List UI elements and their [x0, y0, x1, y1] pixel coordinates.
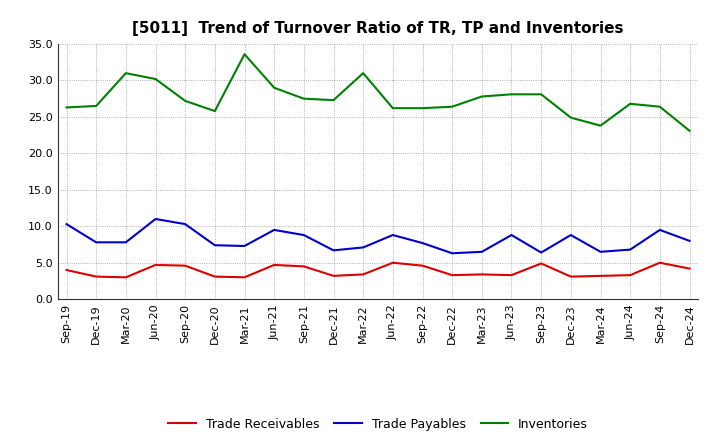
Trade Payables — [685, 238, 694, 243]
Trade Receivables — [181, 263, 189, 268]
Trade Payables — [596, 249, 605, 254]
Trade Payables — [62, 221, 71, 227]
Inventories — [62, 105, 71, 110]
Inventories — [418, 106, 427, 111]
Trade Receivables — [655, 260, 664, 265]
Inventories — [359, 70, 367, 76]
Inventories — [655, 104, 664, 110]
Trade Payables — [655, 227, 664, 233]
Trade Payables — [122, 240, 130, 245]
Trade Payables — [418, 240, 427, 246]
Inventories — [567, 115, 575, 120]
Trade Receivables — [596, 273, 605, 279]
Inventories — [329, 98, 338, 103]
Inventories — [537, 92, 546, 97]
Trade Payables — [240, 243, 249, 249]
Trade Payables — [537, 250, 546, 255]
Trade Receivables — [477, 272, 486, 277]
Line: Trade Payables: Trade Payables — [66, 219, 690, 253]
Trade Payables — [448, 251, 456, 256]
Trade Payables — [477, 249, 486, 254]
Inventories — [596, 123, 605, 128]
Trade Payables — [151, 216, 160, 222]
Trade Payables — [181, 221, 189, 227]
Trade Receivables — [359, 272, 367, 277]
Trade Payables — [329, 248, 338, 253]
Trade Receivables — [240, 275, 249, 280]
Trade Receivables — [270, 262, 279, 268]
Trade Receivables — [389, 260, 397, 265]
Trade Payables — [300, 232, 308, 238]
Trade Receivables — [210, 274, 219, 279]
Inventories — [270, 85, 279, 90]
Trade Receivables — [685, 266, 694, 271]
Trade Receivables — [537, 261, 546, 266]
Trade Payables — [567, 232, 575, 238]
Legend: Trade Receivables, Trade Payables, Inventories: Trade Receivables, Trade Payables, Inven… — [163, 413, 593, 436]
Trade Payables — [210, 242, 219, 248]
Trade Receivables — [567, 274, 575, 279]
Inventories — [300, 96, 308, 101]
Trade Payables — [626, 247, 634, 252]
Line: Inventories: Inventories — [66, 54, 690, 131]
Trade Payables — [507, 232, 516, 238]
Inventories — [92, 103, 101, 109]
Title: [5011]  Trend of Turnover Ratio of TR, TP and Inventories: [5011] Trend of Turnover Ratio of TR, TP… — [132, 21, 624, 36]
Inventories — [626, 101, 634, 106]
Line: Trade Receivables: Trade Receivables — [66, 263, 690, 277]
Trade Receivables — [62, 268, 71, 273]
Trade Receivables — [92, 274, 101, 279]
Inventories — [507, 92, 516, 97]
Inventories — [181, 98, 189, 103]
Trade Receivables — [151, 262, 160, 268]
Trade Receivables — [626, 272, 634, 278]
Trade Receivables — [418, 263, 427, 268]
Trade Payables — [359, 245, 367, 250]
Inventories — [151, 77, 160, 82]
Trade Payables — [270, 227, 279, 233]
Trade Receivables — [300, 264, 308, 269]
Inventories — [389, 106, 397, 111]
Trade Payables — [389, 232, 397, 238]
Trade Receivables — [122, 275, 130, 280]
Inventories — [122, 70, 130, 76]
Inventories — [210, 108, 219, 114]
Trade Receivables — [448, 272, 456, 278]
Inventories — [477, 94, 486, 99]
Trade Receivables — [329, 273, 338, 279]
Trade Receivables — [507, 272, 516, 278]
Inventories — [448, 104, 456, 110]
Trade Payables — [92, 240, 101, 245]
Inventories — [240, 51, 249, 57]
Inventories — [685, 128, 694, 133]
